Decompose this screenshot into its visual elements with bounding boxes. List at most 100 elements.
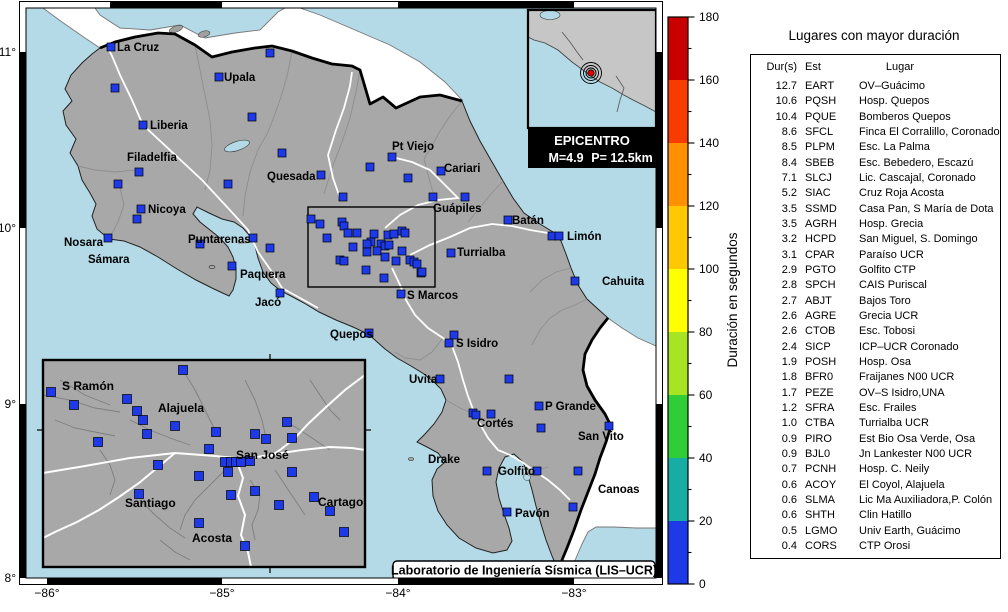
station-marker xyxy=(436,166,446,176)
station-marker xyxy=(265,48,275,58)
epicenter-symbol xyxy=(580,62,602,84)
station-marker xyxy=(214,72,224,82)
tortuga-island xyxy=(208,265,216,269)
cell-duration: 0.4 xyxy=(781,539,797,552)
cell-place: Esc. La Palma xyxy=(859,141,930,154)
cell-station: CTBA xyxy=(805,417,835,430)
inset-station-marker xyxy=(153,460,163,470)
cell-duration: 0.7 xyxy=(781,463,797,476)
cell-station: CPAR xyxy=(805,248,835,261)
colorbar-segment xyxy=(668,206,688,269)
inset-city-label: Alajuela xyxy=(158,401,204,415)
epicenter-info-box xyxy=(528,128,656,168)
station-marker xyxy=(195,239,205,249)
table-row: 1.7 PEZE OV–S Isidro,UNA xyxy=(751,386,1000,401)
duration-table: Dur(s) Est Lugar 12.7 EART OV–Guácimo 10.6 P… xyxy=(750,54,1001,559)
station-marker xyxy=(400,228,410,238)
inset-station-marker xyxy=(134,489,144,499)
central-valley-inset: S Ramón Alajuela San José Santiago Acosta Car… xyxy=(37,354,371,573)
inset-station-marker xyxy=(204,444,214,454)
city-label: Liberia xyxy=(150,120,188,132)
cell-place: Est Bio Osa Verde, Osa xyxy=(859,432,976,445)
station-marker xyxy=(110,83,120,93)
inset-station-marker xyxy=(250,486,260,496)
table-row: 0.7 PCNH Hosp. C. Neily xyxy=(751,462,1000,477)
station-marker xyxy=(136,204,146,214)
station-marker xyxy=(106,42,116,52)
station-marker xyxy=(554,231,564,241)
cell-station: CTOB xyxy=(805,325,836,338)
inset-station-marker xyxy=(178,365,188,375)
cell-duration: 7.1 xyxy=(781,171,797,184)
main-city-labels-layer: La Cruz Upala Liberia Filadelfia Quesada Nico… xyxy=(64,42,645,520)
table-row: 3.1 CPAR Paraíso UCR xyxy=(751,248,1000,263)
cell-station: PQUE xyxy=(805,110,837,123)
station-marker xyxy=(482,466,492,476)
colorbar-tick-label: 120 xyxy=(699,199,719,213)
inset-station-marker xyxy=(138,415,148,425)
costa-rica-land xyxy=(62,32,612,578)
colorbar-tick-label: 160 xyxy=(699,73,719,87)
table-row: 8.4 SBEB Esc. Bebedero, Escazú xyxy=(751,156,1000,171)
station-marker xyxy=(265,243,275,253)
inset-station-marker xyxy=(122,394,132,404)
colorbar-tick-label: 100 xyxy=(699,262,719,276)
station-marker xyxy=(369,229,379,239)
colorbar-tick-label: 40 xyxy=(699,451,713,465)
colorbar-tick-label: 0 xyxy=(699,577,706,591)
station-marker xyxy=(389,229,399,239)
cell-station: CORS xyxy=(805,539,837,552)
cell-duration: 3.2 xyxy=(781,233,797,246)
inset-city-label: San José xyxy=(236,448,289,462)
station-marker xyxy=(379,273,389,283)
cell-place: Hosp. Osa xyxy=(859,355,911,368)
table-row: 2.7 ABJT Bajos Toro xyxy=(751,294,1000,309)
cell-place: Fraijanes N00 UCR xyxy=(859,371,955,384)
cell-duration: 1.2 xyxy=(781,401,797,414)
epicenter-title: EPICENTRO xyxy=(554,133,630,148)
station-marker xyxy=(275,288,285,298)
station-marker xyxy=(134,167,144,177)
cell-place: Jn Lankester N00 UCR xyxy=(859,447,973,460)
inset-stations-layer xyxy=(46,365,349,551)
inset-station-marker xyxy=(309,492,319,502)
colorbar-segment xyxy=(668,332,688,395)
table-row: 0.6 ACOY El Coyol, Alajuela xyxy=(751,478,1000,493)
cell-place: Grecia UCR xyxy=(859,309,919,322)
inset-city-label: Santiago xyxy=(125,496,176,510)
colorbar-ticks: 0 20 40 60 80 100 120 140 160 180 xyxy=(688,10,719,591)
colorbar-tick-label: 180 xyxy=(699,10,719,24)
station-marker xyxy=(391,256,401,266)
cell-duration: 3.1 xyxy=(781,248,797,261)
lon-tick-label: −85° xyxy=(209,586,234,600)
city-label: Nosara xyxy=(64,237,104,249)
station-marker xyxy=(248,233,258,243)
lon-tick-label: −83° xyxy=(561,586,586,600)
table-row: 12.7 EART OV–Guácimo xyxy=(751,79,1000,94)
cell-station: SLCJ xyxy=(805,171,832,184)
station-marker xyxy=(365,162,375,172)
table-header: Dur(s) Est Lugar xyxy=(751,61,1000,73)
station-marker xyxy=(339,256,349,266)
city-label: Nicoya xyxy=(148,204,186,216)
station-marker xyxy=(471,410,481,420)
table-row: 3.5 SSMD Casa Pan, S María de Dota xyxy=(751,202,1000,217)
table-row: 3.5 AGRH Hosp. Grecia xyxy=(751,217,1000,232)
axis-labels-layer: −86° −85° −84° −83° 11° 10° 9° 8° xyxy=(0,45,587,600)
cell-place: OV–Guácimo xyxy=(859,80,926,92)
station-marker xyxy=(396,289,406,299)
table-row: 3.2 HCPD San Miguel, S. Domingo xyxy=(751,232,1000,247)
cell-place: CAIS Puriscal xyxy=(859,279,927,292)
cell-place: Finca El Corralillo, Coronado xyxy=(859,125,1000,138)
cell-place: Univ Earth, Guácimo xyxy=(859,524,961,537)
cell-station: LGMO xyxy=(805,524,838,537)
station-marker xyxy=(403,173,413,183)
zoom-box xyxy=(307,206,436,288)
inset-station-marker xyxy=(211,427,221,437)
cell-station: SPCH xyxy=(805,279,836,292)
cell-station: SFRA xyxy=(805,401,835,414)
cell-duration: 0.6 xyxy=(781,509,797,522)
inset-city-labels-layer: S Ramón Alajuela San José Santiago Acosta Car… xyxy=(62,379,363,545)
colorbar-tick-label: 20 xyxy=(699,514,713,528)
